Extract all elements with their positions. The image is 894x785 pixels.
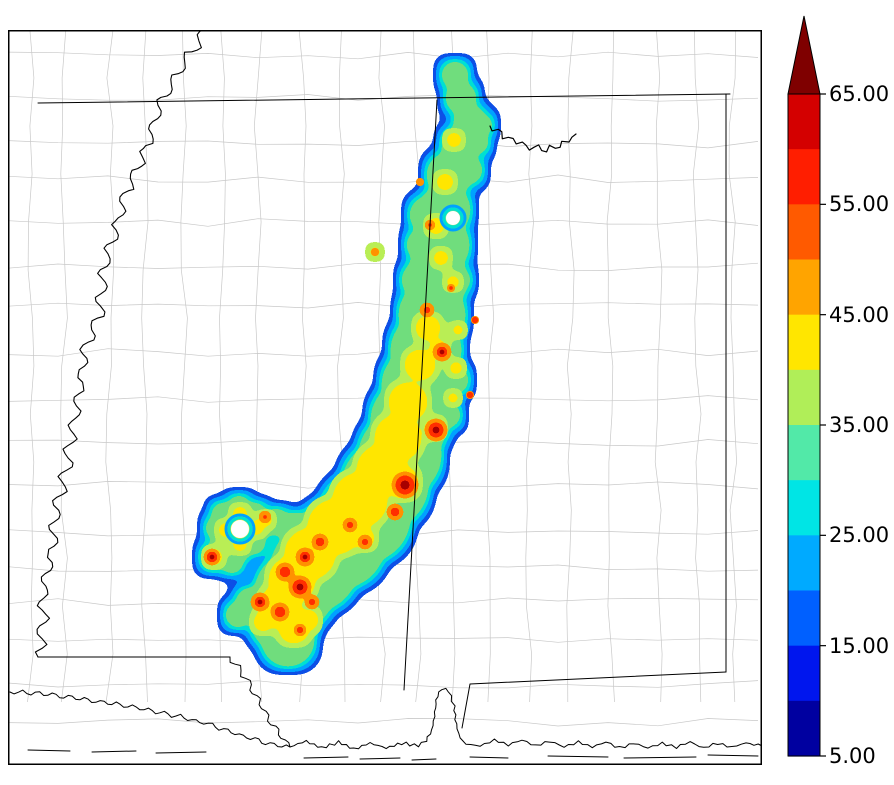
mississippi-river-line: [34, 30, 207, 658]
tennessee-river-line: [489, 125, 577, 153]
alabama-florida-border-line: [461, 671, 727, 729]
barrier-island-line: [707, 754, 759, 757]
colorbar-tick-marks: [820, 93, 826, 757]
colorbar-tick-label: 15.00: [829, 634, 890, 658]
plume-holes: [224, 204, 467, 545]
colorbar: [787, 15, 826, 757]
gulf-coastline: [289, 687, 762, 750]
mississippi-alabama-border-line: [403, 99, 438, 691]
barrier-island-line: [359, 757, 401, 760]
barrier-island-line: [155, 751, 207, 754]
colorbar-tick-label: 35.00: [829, 413, 890, 437]
tennessee-border-line: [37, 93, 731, 104]
plume-interior-green: [201, 62, 492, 666]
colorbar-over-arrow: [787, 15, 821, 95]
louisiana-coastline: [9, 689, 291, 748]
barrier-island-line: [27, 749, 71, 752]
colorbar-tick-label: 25.00: [829, 523, 890, 547]
barrier-island-line: [91, 750, 137, 753]
map-plot: [8, 30, 762, 765]
colorbar-tick-label: 5.00: [829, 744, 876, 768]
plume-darkred-cores: [210, 350, 444, 604]
colorbar-tick-label: 55.00: [829, 192, 890, 216]
colorbar-segments: [787, 93, 821, 757]
barrier-island-line: [623, 756, 697, 759]
state-borders-and-rivers: [9, 30, 762, 761]
colorbar-tick-label: 65.00: [829, 82, 890, 106]
barrier-island-line: [411, 758, 437, 761]
pearl-river-line: [229, 656, 291, 748]
barrier-island-line: [547, 755, 609, 758]
barrier-island-line: [469, 756, 509, 759]
barrier-island-line: [303, 756, 349, 759]
data-field-plume: [201, 62, 492, 666]
colorbar-tick-label: 45.00: [829, 303, 890, 327]
plot-frame: [8, 30, 762, 765]
